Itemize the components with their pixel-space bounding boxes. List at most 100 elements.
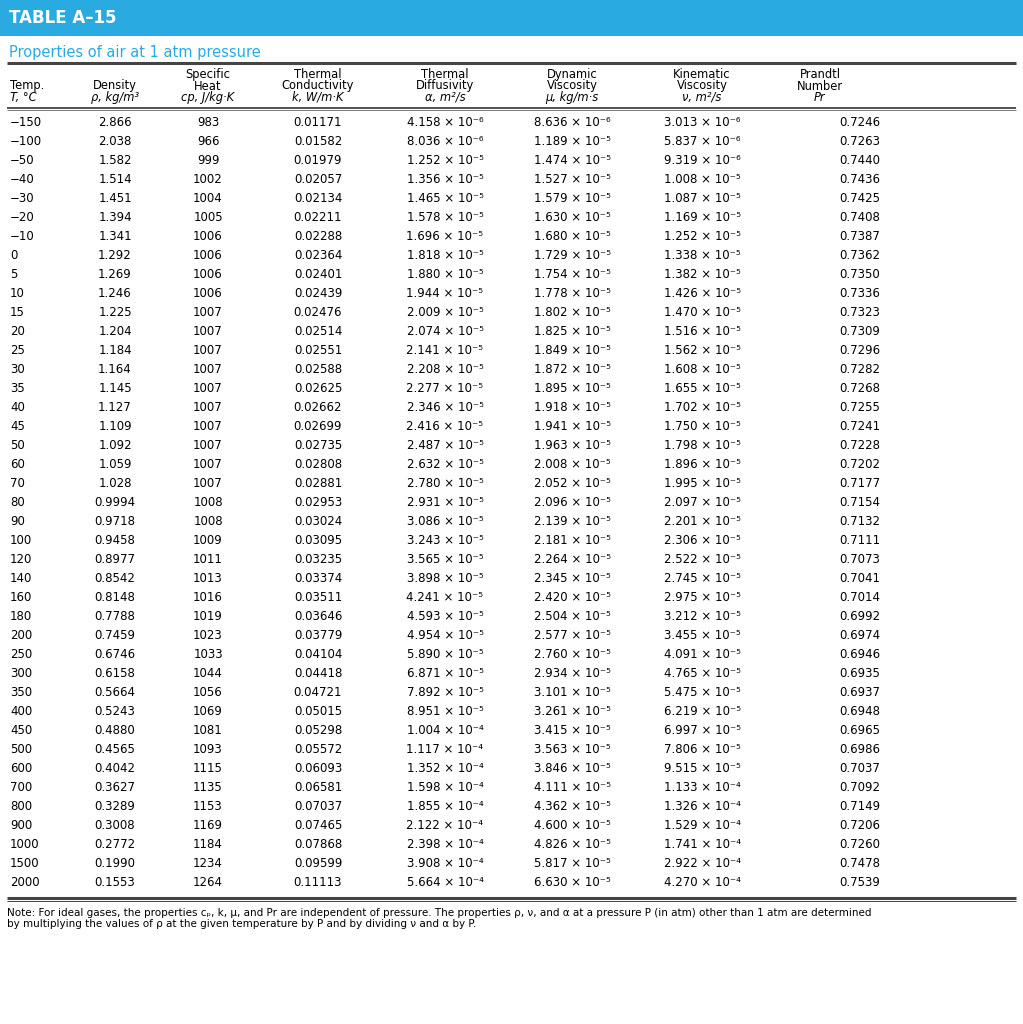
Text: 0.7014: 0.7014 [840,591,881,604]
Text: 1.702 × 10⁻⁵: 1.702 × 10⁻⁵ [664,401,741,414]
Text: 1007: 1007 [193,420,223,433]
Text: 2.208 × 10⁻⁵: 2.208 × 10⁻⁵ [406,362,484,376]
Text: 3.898 × 10⁻⁵: 3.898 × 10⁻⁵ [407,572,483,585]
Text: 20: 20 [10,325,25,338]
Text: 0.7268: 0.7268 [840,382,881,395]
Text: 1.117 × 10⁻⁴: 1.117 × 10⁻⁴ [406,743,484,756]
Text: 0.02401: 0.02401 [294,268,342,281]
Text: 4.765 × 10⁻⁵: 4.765 × 10⁻⁵ [664,667,741,680]
Text: 0.6158: 0.6158 [94,667,135,680]
Text: 0.11113: 0.11113 [294,876,343,889]
Text: μ, kg/m·s: μ, kg/m·s [545,91,598,104]
Text: 70: 70 [10,477,25,490]
Text: 0.7440: 0.7440 [840,154,881,167]
Text: 400: 400 [10,705,33,718]
Text: 0.5664: 0.5664 [94,686,135,699]
Text: 500: 500 [10,743,32,756]
Text: 2.096 × 10⁻⁵: 2.096 × 10⁻⁵ [534,496,611,509]
Text: 0.03779: 0.03779 [294,629,342,642]
Text: 1008: 1008 [193,515,223,528]
Text: 3.415 × 10⁻⁵: 3.415 × 10⁻⁵ [534,724,611,737]
Text: 5: 5 [10,268,17,281]
Text: 1.655 × 10⁻⁵: 1.655 × 10⁻⁵ [664,382,741,395]
Text: 1.470 × 10⁻⁵: 1.470 × 10⁻⁵ [664,306,741,319]
Text: 1.092: 1.092 [98,439,132,452]
Text: 0.02808: 0.02808 [294,458,342,471]
Text: 0.03095: 0.03095 [294,534,342,547]
Text: 0.7111: 0.7111 [840,534,881,547]
Text: 4.091 × 10⁻⁵: 4.091 × 10⁻⁵ [664,648,741,662]
Text: 25: 25 [10,344,25,357]
Text: 1169: 1169 [193,819,223,831]
Text: 0.02735: 0.02735 [294,439,342,452]
Text: 2.009 × 10⁻⁵: 2.009 × 10⁻⁵ [406,306,484,319]
Text: 2.522 × 10⁻⁵: 2.522 × 10⁻⁵ [664,553,741,566]
Text: 1.696 × 10⁻⁵: 1.696 × 10⁻⁵ [406,230,484,243]
Text: 1500: 1500 [10,857,40,870]
Text: 3.908 × 10⁻⁴: 3.908 × 10⁻⁴ [407,857,483,870]
Text: 1013: 1013 [193,572,223,585]
Text: 0.6746: 0.6746 [94,648,136,662]
Text: 0.6992: 0.6992 [840,610,881,623]
Text: 0.2772: 0.2772 [94,838,136,851]
Text: 7.892 × 10⁻⁵: 7.892 × 10⁻⁵ [406,686,484,699]
Text: 35: 35 [10,382,25,395]
Text: 0.7149: 0.7149 [840,800,881,813]
Text: 60: 60 [10,458,25,471]
Text: 1.578 × 10⁻⁵: 1.578 × 10⁻⁵ [406,211,484,224]
Text: 1007: 1007 [193,439,223,452]
Text: 250: 250 [10,648,33,662]
Text: 7.806 × 10⁻⁵: 7.806 × 10⁻⁵ [664,743,741,756]
Text: 1.741 × 10⁻⁴: 1.741 × 10⁻⁴ [664,838,741,851]
Text: 1004: 1004 [193,193,223,205]
Text: 1019: 1019 [193,610,223,623]
Text: 2.416 × 10⁻⁵: 2.416 × 10⁻⁵ [406,420,484,433]
Text: Note: For ideal gases, the properties cₚ, k, μ, and Pr are independent of pressu: Note: For ideal gases, the properties cₚ… [7,908,872,918]
Text: 0.05298: 0.05298 [294,724,342,737]
Text: 1.338 × 10⁻⁵: 1.338 × 10⁻⁵ [664,249,741,262]
Text: 0.02476: 0.02476 [294,306,343,319]
Text: 0.7092: 0.7092 [840,781,881,794]
Text: 4.954 × 10⁻⁵: 4.954 × 10⁻⁵ [406,629,484,642]
Text: by multiplying the values of ρ at the given temperature by P and by dividing ν a: by multiplying the values of ρ at the gi… [7,919,477,929]
Text: 2.632 × 10⁻⁵: 2.632 × 10⁻⁵ [406,458,484,471]
Text: 1093: 1093 [193,743,223,756]
Text: 1.825 × 10⁻⁵: 1.825 × 10⁻⁵ [534,325,611,338]
Text: 1.133 × 10⁻⁴: 1.133 × 10⁻⁴ [664,781,741,794]
Text: 0.9718: 0.9718 [94,515,135,528]
Text: 1069: 1069 [193,705,223,718]
Text: 2.201 × 10⁻⁵: 2.201 × 10⁻⁵ [664,515,741,528]
Text: 1.394: 1.394 [98,211,132,224]
Text: 0.02514: 0.02514 [294,325,342,338]
Text: 5.837 × 10⁻⁶: 5.837 × 10⁻⁶ [664,135,741,148]
Text: 0.7336: 0.7336 [840,287,881,300]
Text: Diffusivity: Diffusivity [416,80,474,92]
Text: 0.7362: 0.7362 [840,249,881,262]
Text: 8.636 × 10⁻⁶: 8.636 × 10⁻⁶ [534,116,611,129]
Text: 8.951 × 10⁻⁵: 8.951 × 10⁻⁵ [406,705,484,718]
Text: 0.02057: 0.02057 [294,173,342,186]
Text: 2.931 × 10⁻⁵: 2.931 × 10⁻⁵ [406,496,484,509]
Text: 1.729 × 10⁻⁵: 1.729 × 10⁻⁵ [534,249,611,262]
Text: Specific: Specific [185,68,230,81]
Text: Conductivity: Conductivity [281,80,354,92]
Text: 140: 140 [10,572,33,585]
Text: 0: 0 [10,249,17,262]
Text: Density: Density [93,80,137,92]
Text: 1006: 1006 [193,268,223,281]
Text: 4.111 × 10⁻⁵: 4.111 × 10⁻⁵ [534,781,611,794]
Text: 1.963 × 10⁻⁵: 1.963 × 10⁻⁵ [534,439,611,452]
Text: 0.02881: 0.02881 [294,477,342,490]
Text: 8.036 × 10⁻⁶: 8.036 × 10⁻⁶ [407,135,483,148]
Text: Prandtl: Prandtl [800,68,841,81]
Text: 2.934 × 10⁻⁵: 2.934 × 10⁻⁵ [534,667,611,680]
Text: 40: 40 [10,401,25,414]
Text: 4.826 × 10⁻⁵: 4.826 × 10⁻⁵ [534,838,611,851]
Text: 45: 45 [10,420,25,433]
Text: 1.008 × 10⁻⁵: 1.008 × 10⁻⁵ [664,173,741,186]
Text: 3.565 × 10⁻⁵: 3.565 × 10⁻⁵ [407,553,483,566]
Text: −20: −20 [10,211,35,224]
Text: 1.127: 1.127 [98,401,132,414]
Text: 1008: 1008 [193,496,223,509]
Text: 999: 999 [196,154,219,167]
